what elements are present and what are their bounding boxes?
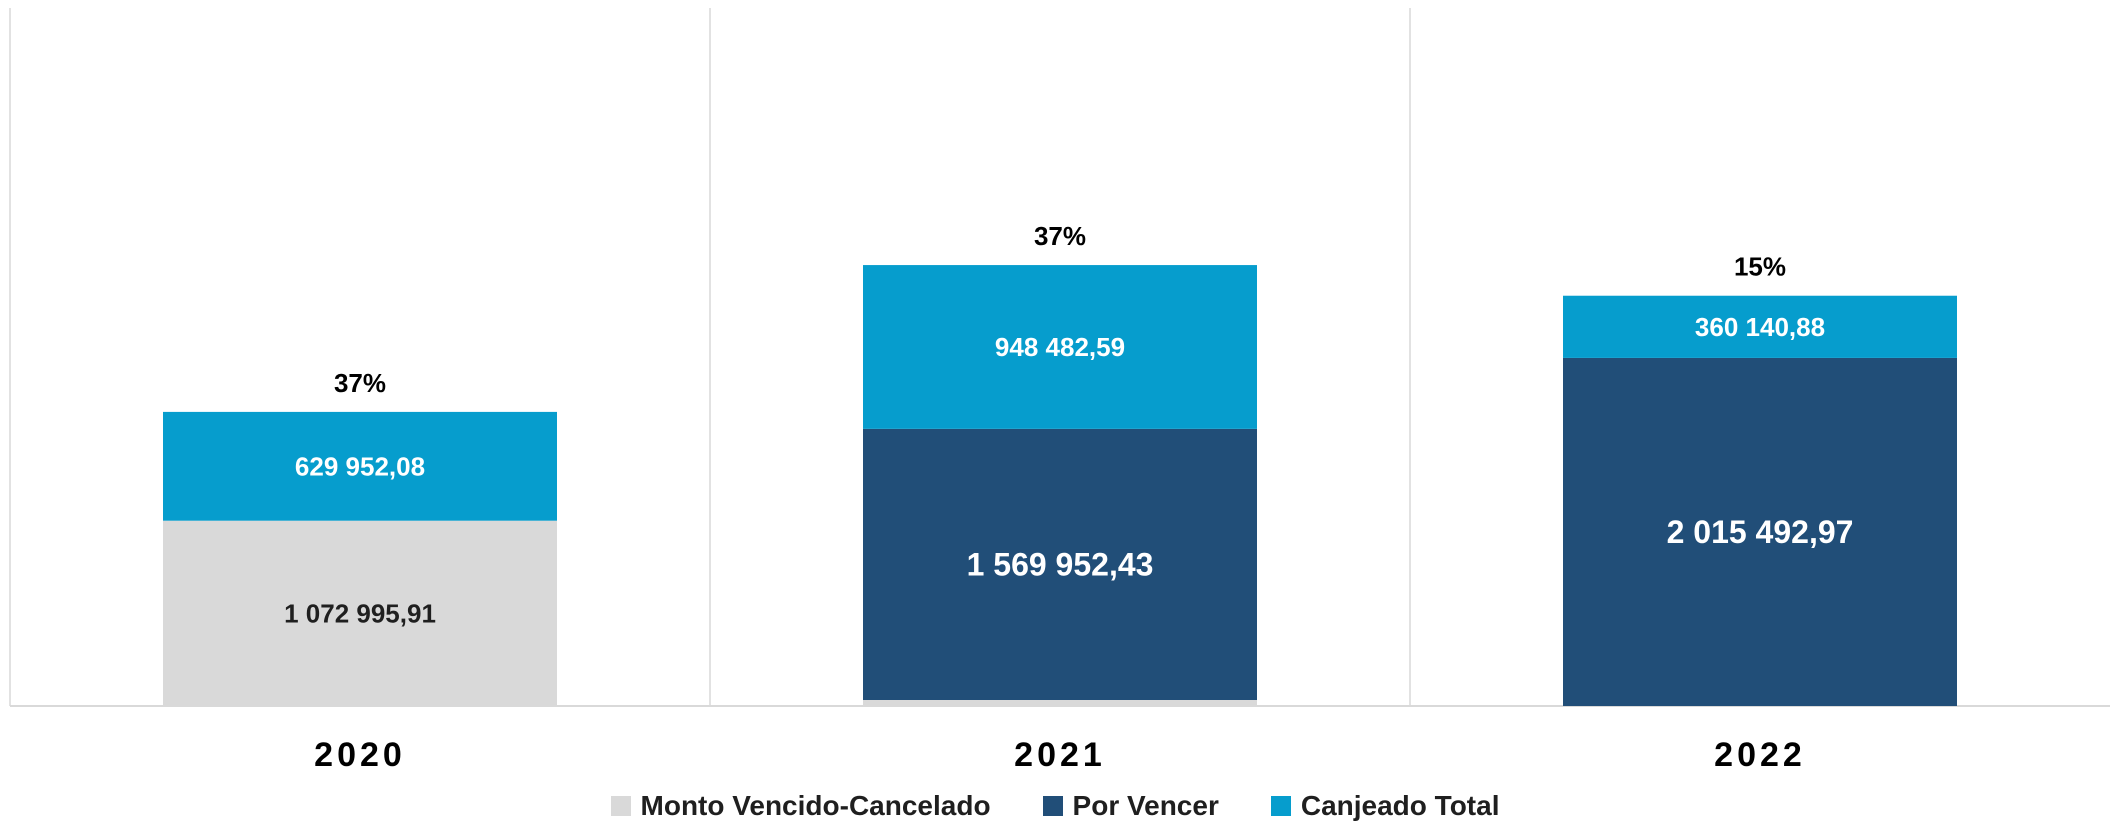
data-label: 1 072 995,91 [284, 598, 436, 628]
bar-canjeado-total-2021 [863, 265, 1257, 429]
bar-monto-vencido-cancelado-2021 [863, 700, 1257, 706]
data-label: 948 482,59 [995, 332, 1125, 362]
bar-monto-vencido-cancelado-2020 [163, 520, 557, 706]
legend-item-por-vencer: Por Vencer [1042, 790, 1219, 822]
legend-swatch-por-vencer [1042, 796, 1063, 816]
data-label: 629 952,08 [295, 451, 425, 481]
bar-por-vencer-2022 [1563, 357, 1957, 706]
legend-label-por-vencer: Por Vencer [1072, 790, 1219, 821]
legend-swatch-canjeado-total [1270, 796, 1291, 816]
legend-label-monto-vencido: Monto Vencido-Cancelado [640, 790, 991, 821]
data-label: 1 569 952,43 [967, 547, 1154, 583]
x-tick-label: 2020 [314, 736, 406, 774]
bar-canjeado-total-2020 [163, 411, 557, 521]
legend-label-canjeado-total: Canjeado Total [1300, 790, 1500, 821]
stacked-bar-chart: 1 072 995,91 629 952,08 37% 2020 1 569 952,4… [9, 8, 2110, 774]
total-percent-label: 37% [334, 368, 386, 398]
x-tick-label: 2022 [1714, 736, 1806, 774]
legend-swatch-monto-vencido [610, 796, 631, 816]
bar-canjeado-total-2022 [1563, 295, 1957, 358]
legend-item-monto-vencido: Monto Vencido-Cancelado [610, 790, 991, 822]
total-percent-label: 15% [1734, 252, 1786, 282]
total-percent-label: 37% [1034, 221, 1086, 251]
data-label: 360 140,88 [1695, 312, 1825, 342]
bar-por-vencer-2021 [863, 428, 1257, 700]
x-tick-label: 2021 [1014, 736, 1106, 774]
legend-item-canjeado-total: Canjeado Total [1270, 790, 1500, 822]
legend: Monto Vencido-Cancelado Por Vencer Canje… [0, 790, 2110, 822]
data-label: 2 015 492,97 [1667, 514, 1854, 550]
